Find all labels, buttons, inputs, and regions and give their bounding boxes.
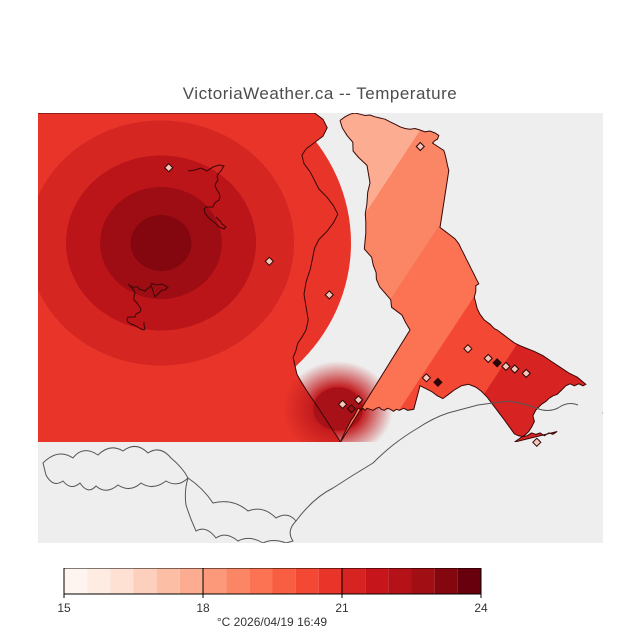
svg-text:15: 15 — [57, 601, 71, 615]
svg-text:18: 18 — [196, 601, 210, 615]
svg-text:21: 21 — [335, 601, 349, 615]
svg-text:°C 2026/04/19 16:49: °C 2026/04/19 16:49 — [217, 615, 328, 628]
svg-text:24: 24 — [474, 601, 488, 615]
